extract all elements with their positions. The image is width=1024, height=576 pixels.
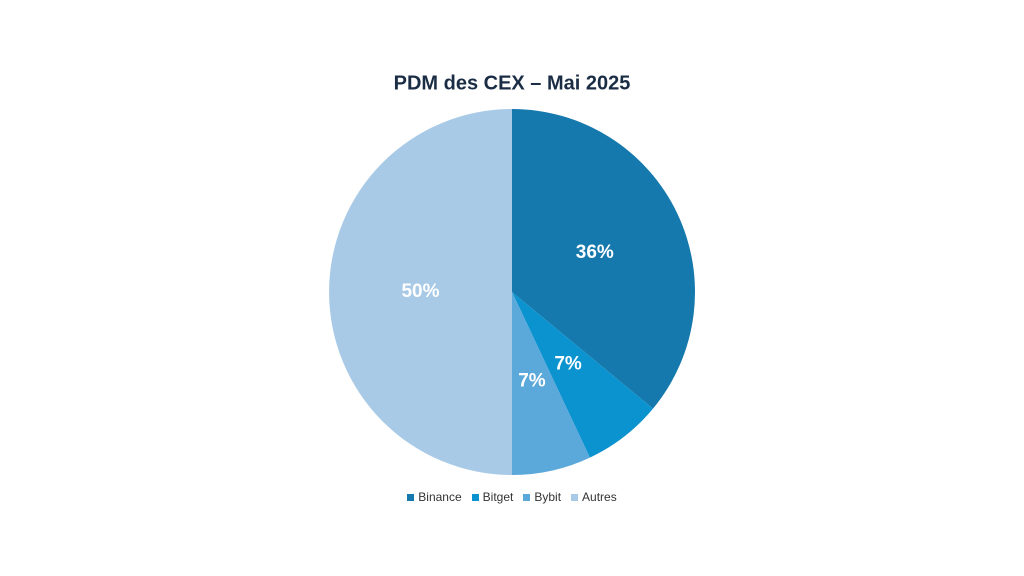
data-label: 7% — [518, 370, 546, 391]
pie-slice — [329, 109, 512, 475]
legend-swatch — [471, 493, 479, 501]
legend-label: Bybit — [534, 490, 562, 504]
legend-label: Autres — [582, 490, 617, 504]
pie-slice — [512, 292, 654, 458]
data-label: 50% — [401, 281, 439, 302]
legend-swatch — [571, 493, 579, 501]
legend-label: Binance — [418, 490, 462, 504]
pie-slice — [512, 292, 590, 475]
legend-item: Autres — [571, 490, 617, 504]
legend-label: Bitget — [482, 490, 514, 504]
legend-item: Bitget — [471, 490, 514, 504]
legend: Binance Bitget Bybit Autres — [0, 490, 1024, 504]
data-label: 36% — [576, 242, 614, 263]
pie-slice — [512, 109, 695, 409]
data-label: 7% — [554, 353, 582, 374]
legend-swatch — [523, 493, 531, 501]
legend-item: Binance — [407, 490, 462, 504]
chart-title: PDM des CEX – Mai 2025 — [394, 72, 631, 94]
legend-item: Bybit — [523, 490, 561, 504]
legend-swatch — [407, 493, 415, 501]
